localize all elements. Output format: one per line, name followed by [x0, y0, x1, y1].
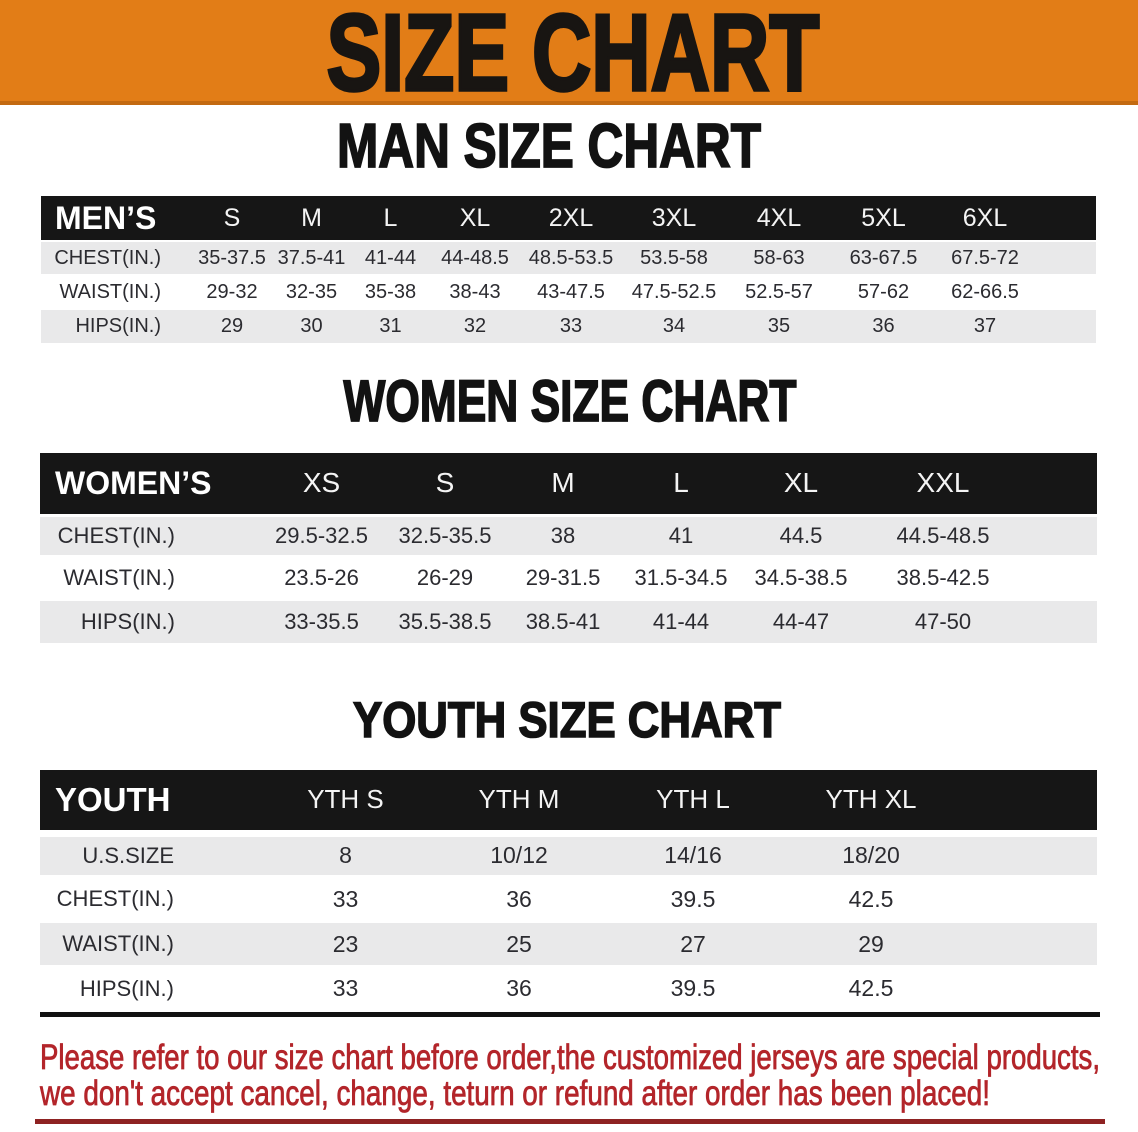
svg-text:WOMEN SIZE CHART: WOMEN SIZE CHART: [344, 369, 797, 434]
svg-text:MAN SIZE CHART: MAN SIZE CHART: [337, 112, 761, 181]
svg-text:Please refer to our size chart: Please refer to our size chart before or…: [40, 1038, 1100, 1077]
svg-text:YOUTH SIZE CHART: YOUTH SIZE CHART: [353, 692, 781, 748]
svg-text:SIZE CHART: SIZE CHART: [327, 0, 820, 114]
svg-text:we don't accept cancel, change: we don't accept cancel, change, teturn o…: [39, 1074, 990, 1113]
